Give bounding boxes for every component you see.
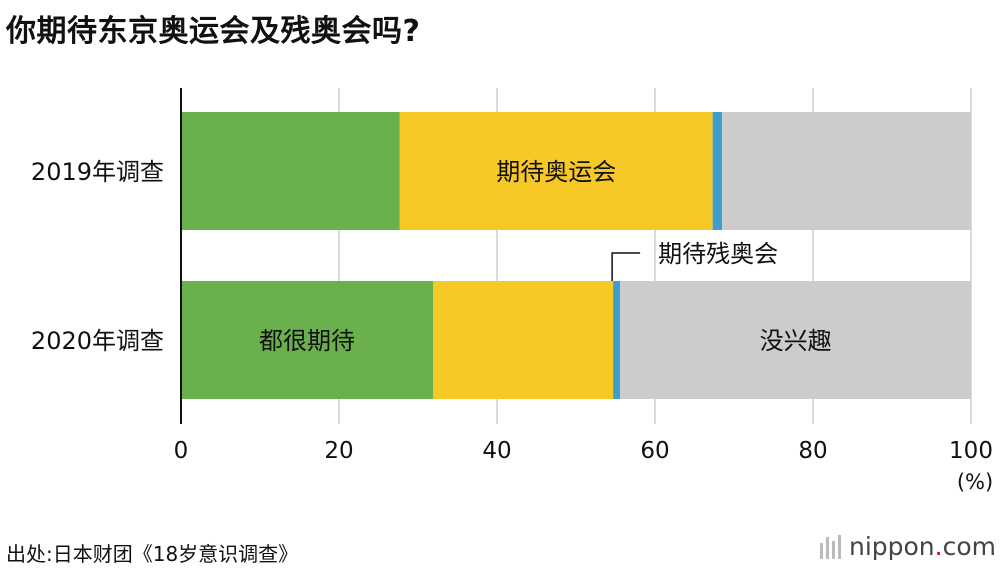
bar-segment (613, 281, 621, 399)
x-tick-label: 0 (174, 438, 189, 464)
x-tick-label: 20 (324, 438, 353, 464)
category-label: 2020年调查 (31, 327, 164, 355)
category-label: 2019年调查 (31, 158, 164, 186)
bar-segment (433, 281, 614, 399)
x-unit-label: (%) (957, 470, 993, 494)
x-tick-label: 80 (798, 438, 827, 464)
segment-label: 期待奥运会 (496, 158, 616, 186)
logo-dot: . (934, 532, 943, 561)
bar-segment (712, 112, 723, 230)
callout-line (611, 252, 641, 281)
callout-label: 期待残奥会 (658, 240, 778, 268)
bar-segment (722, 112, 971, 230)
segment-label: 没兴趣 (760, 327, 832, 355)
bar-segment (181, 281, 434, 399)
x-tick-label: 100 (949, 438, 993, 464)
segment-label: 都很期待 (259, 327, 355, 355)
logo-text: nippon (848, 532, 935, 561)
source-note: 出处:日本财团《18岁意识调查》 (6, 542, 299, 566)
logo-bars-icon (819, 534, 841, 559)
x-tick-label: 60 (640, 438, 669, 464)
logo-tld: com (942, 532, 996, 561)
bar-segment (399, 112, 713, 230)
bar-segment (620, 281, 971, 399)
nippon-logo: nippon. com (819, 532, 996, 561)
bar-segment (181, 112, 400, 230)
chart-title: 你期待东京奥运会及残奥会吗? (6, 14, 421, 49)
x-tick-label: 40 (482, 438, 511, 464)
